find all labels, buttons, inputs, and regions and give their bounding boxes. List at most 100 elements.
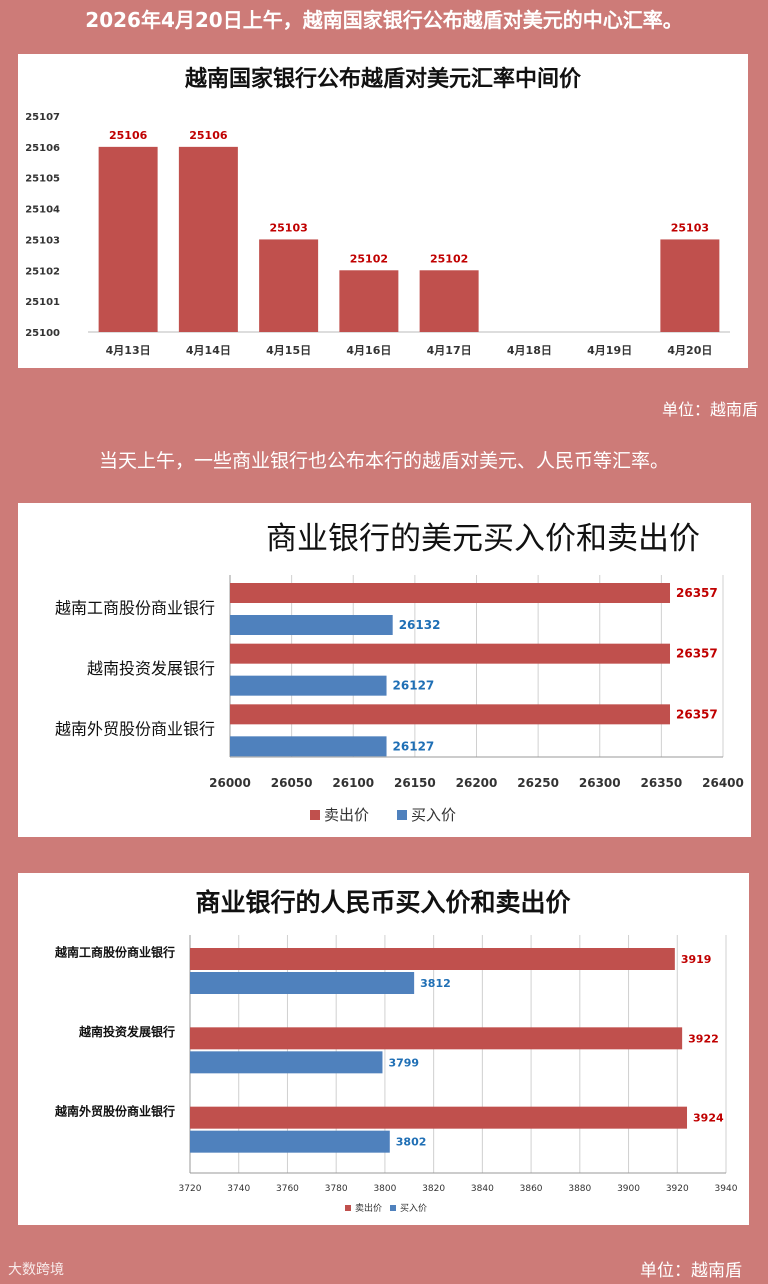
sell-bar bbox=[230, 583, 671, 603]
x-tick-label: 3760 bbox=[276, 1184, 299, 1194]
x-tick-label: 3800 bbox=[373, 1184, 396, 1194]
x-tick-label: 4月14日 bbox=[186, 344, 231, 357]
bar bbox=[419, 270, 479, 332]
x-tick-label: 4月16日 bbox=[346, 344, 391, 357]
data-label: 25106 bbox=[109, 129, 148, 142]
x-tick-label: 4月17日 bbox=[427, 344, 472, 357]
chart-title: 商业银行的人民币买入价和卖出价 bbox=[195, 888, 571, 917]
data-label: 3802 bbox=[396, 1136, 427, 1149]
x-tick-label: 3820 bbox=[422, 1184, 445, 1194]
buy-bar bbox=[230, 615, 393, 635]
data-label: 25106 bbox=[189, 129, 228, 142]
x-tick-label: 26250 bbox=[517, 776, 559, 790]
data-label: 3799 bbox=[388, 1056, 419, 1069]
data-label: 26127 bbox=[393, 739, 435, 753]
data-label: 25102 bbox=[430, 252, 468, 265]
bar bbox=[98, 146, 158, 332]
y-tick-label: 25105 bbox=[25, 174, 60, 185]
buy-bar bbox=[190, 1130, 390, 1153]
buy-bar bbox=[230, 675, 387, 696]
x-tick-label: 4月19日 bbox=[587, 344, 632, 357]
data-label: 25102 bbox=[350, 252, 388, 265]
headline: 2026年4月20日上午，越南国家银行公布越盾对美元的中心汇率。 bbox=[85, 8, 683, 32]
data-label: 25103 bbox=[269, 221, 307, 234]
bar bbox=[259, 239, 319, 332]
data-label: 26132 bbox=[399, 618, 441, 632]
x-tick-label: 26150 bbox=[394, 776, 436, 790]
category-label: 越南外贸股份商业银行 bbox=[55, 720, 215, 739]
category-label: 越南外贸股份商业银行 bbox=[54, 1103, 175, 1118]
usd-rate-chart: 商业银行的美元买入价和卖出价 26000 26050 26100 26150 26200 2… bbox=[55, 521, 744, 824]
data-label: 25103 bbox=[671, 221, 709, 234]
watermark-logo: 大数跨境 bbox=[8, 1262, 64, 1278]
legend-swatch bbox=[390, 1205, 396, 1211]
data-label: 3922 bbox=[688, 1032, 719, 1045]
cny-rate-chart-panel: 商业银行的人民币买入价和卖出价 3720 3740 3760 3780 3800 3820 3… bbox=[18, 873, 749, 1225]
bar bbox=[660, 239, 720, 332]
legend-swatch bbox=[397, 810, 407, 820]
chart-title: 商业银行的美元买入价和卖出价 bbox=[266, 521, 700, 557]
legend-label: 卖出价 bbox=[355, 1202, 382, 1214]
y-tick-label: 25104 bbox=[25, 205, 60, 216]
x-tick-label: 3860 bbox=[520, 1184, 543, 1194]
data-label: 26357 bbox=[676, 707, 718, 721]
legend-swatch bbox=[345, 1205, 351, 1211]
data-label: 3919 bbox=[681, 953, 712, 966]
chart-title: 越南国家银行公布越盾对美元汇率中间价 bbox=[184, 66, 582, 92]
sell-bar bbox=[190, 1106, 688, 1129]
x-tick-label: 4月13日 bbox=[106, 344, 151, 357]
legend-label: 买入价 bbox=[411, 806, 456, 824]
x-tick-label: 3740 bbox=[227, 1184, 250, 1194]
x-tick-label: 3780 bbox=[325, 1184, 348, 1194]
x-tick-label: 3880 bbox=[568, 1184, 591, 1194]
cny-rate-chart: 商业银行的人民币买入价和卖出价 3720 3740 3760 3780 3800 3820 3… bbox=[54, 888, 738, 1214]
y-tick-label: 25100 bbox=[25, 328, 60, 339]
x-tick-label: 26200 bbox=[456, 776, 498, 790]
legend-label: 卖出价 bbox=[324, 806, 369, 824]
sell-bar bbox=[190, 1027, 683, 1050]
y-tick-label: 25107 bbox=[25, 112, 60, 123]
x-tick-label: 26000 bbox=[209, 776, 251, 790]
buy-bar bbox=[230, 736, 387, 757]
data-label: 26127 bbox=[393, 679, 435, 693]
category-label: 越南工商股份商业银行 bbox=[54, 945, 175, 960]
x-tick-label: 4月18日 bbox=[507, 344, 552, 357]
buy-bar bbox=[190, 972, 415, 994]
sell-bar bbox=[230, 643, 671, 664]
sell-bar bbox=[190, 948, 675, 970]
y-tick-label: 25103 bbox=[25, 235, 60, 246]
central-rate-chart: 越南国家银行公布越盾对美元汇率中间价 25100 25101 25102 25103 25… bbox=[25, 66, 730, 357]
x-tick-label: 26400 bbox=[702, 776, 744, 790]
data-label: 26357 bbox=[676, 647, 718, 661]
x-tick-label: 4月20日 bbox=[667, 344, 712, 357]
data-label: 3812 bbox=[420, 977, 451, 990]
y-tick-label: 25106 bbox=[25, 143, 60, 154]
bar bbox=[178, 146, 238, 332]
x-tick-label: 26300 bbox=[579, 776, 621, 790]
x-tick-label: 3840 bbox=[471, 1184, 494, 1194]
data-label: 26357 bbox=[676, 586, 718, 600]
unit-label: 单位：越南盾 bbox=[661, 400, 758, 419]
legend-label: 买入价 bbox=[400, 1203, 427, 1214]
x-tick-label: 3940 bbox=[715, 1184, 738, 1194]
unit-label-bottom: 单位：越南盾 bbox=[640, 1261, 742, 1281]
category-label: 越南投资发展银行 bbox=[78, 1024, 175, 1039]
x-tick-label: 26050 bbox=[271, 776, 313, 790]
x-tick-label: 26100 bbox=[332, 776, 374, 790]
legend-swatch bbox=[310, 810, 320, 820]
category-label: 越南工商股份商业银行 bbox=[55, 598, 215, 617]
usd-rate-chart-panel: 商业银行的美元买入价和卖出价 26000 26050 26100 26150 26200 2… bbox=[18, 503, 751, 837]
y-tick-label: 25101 bbox=[25, 297, 60, 308]
category-label: 越南投资发展银行 bbox=[87, 659, 215, 678]
central-rate-chart-panel: 越南国家银行公布越盾对美元汇率中间价 25100 25101 25102 25103 25… bbox=[18, 54, 748, 368]
x-tick-label: 3920 bbox=[666, 1184, 689, 1194]
data-label: 3924 bbox=[693, 1112, 724, 1125]
x-tick-label: 3900 bbox=[617, 1184, 640, 1194]
x-tick-label: 3720 bbox=[179, 1184, 202, 1194]
subheadline: 当天上午，一些商业银行也公布本行的越盾对美元、人民币等汇率。 bbox=[98, 450, 669, 472]
bar bbox=[339, 270, 399, 332]
sell-bar bbox=[230, 704, 671, 725]
y-tick-label: 25102 bbox=[25, 266, 60, 277]
buy-bar bbox=[190, 1051, 383, 1074]
x-tick-label: 26350 bbox=[641, 776, 683, 790]
